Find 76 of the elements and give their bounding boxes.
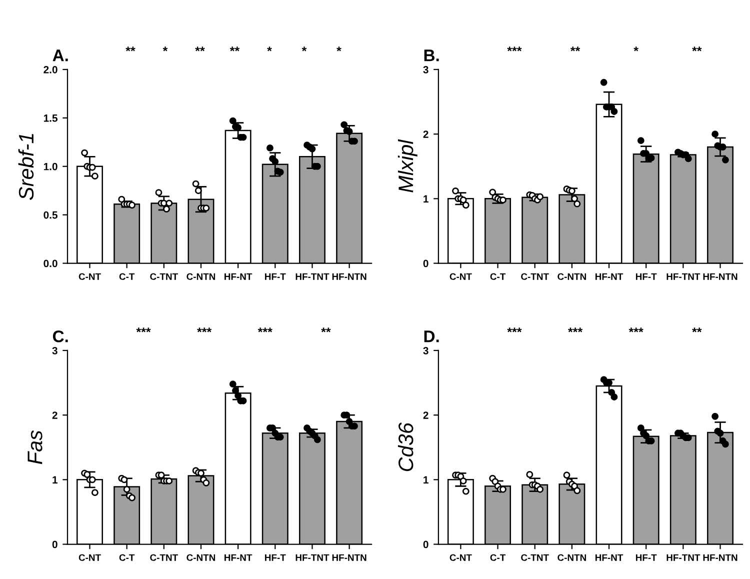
x-tick-label: C-T <box>119 273 135 280</box>
x-tick-label: HF-NTN <box>332 554 366 561</box>
x-tick-label: C-TNT <box>521 273 549 280</box>
chart-title: C. <box>52 330 68 342</box>
y-axis-title: Cd36 <box>398 422 414 472</box>
x-tick-label: HF-TNT <box>666 273 700 280</box>
y-tick-label: 2 <box>423 412 428 419</box>
x-tick-label: HF-T <box>265 273 286 280</box>
x-tick-label: HF-T <box>636 273 657 280</box>
y-tick-label: 2 <box>423 130 428 138</box>
x-tick-label: HF-TNT <box>296 273 330 280</box>
text: *** <box>568 328 583 332</box>
x-tick-label: HF-TNT <box>296 554 330 561</box>
chart-title: D. <box>424 330 439 342</box>
y-tick-label: 1.5 <box>44 114 58 122</box>
text: ** <box>570 46 580 52</box>
text: ** <box>321 328 331 332</box>
y-axis-title: Fas <box>28 430 42 464</box>
y-tick-label: 1 <box>52 476 58 484</box>
x-tick-label: C-T <box>490 554 506 561</box>
y-axis-title: Srebf-1 <box>18 134 34 200</box>
y-tick-label: 2.0 <box>44 66 58 74</box>
x-tick-label: HF-NT <box>224 273 252 280</box>
x-tick-label: C-T <box>490 273 506 280</box>
text: * <box>162 46 168 52</box>
x-tick-label: HF-T <box>265 554 286 561</box>
y-tick-label: 2 <box>52 412 58 419</box>
x-tick-label: C-NTN <box>186 273 216 280</box>
text: * <box>267 46 272 52</box>
x-tick-label: C-T <box>119 554 135 561</box>
x-tick-label: HF-NTN <box>703 554 738 561</box>
x-tick-label: HF-NTN <box>703 273 738 280</box>
x-tick-label: HF-T <box>636 554 657 561</box>
x-tick-label: C-TNT <box>150 273 178 280</box>
y-tick-label: 3 <box>423 346 428 354</box>
chart-title: A. <box>52 50 68 62</box>
y-tick-label: 1 <box>424 476 428 484</box>
text: *** <box>628 328 644 332</box>
text: ** <box>126 46 136 52</box>
text: *** <box>197 328 212 332</box>
y-tick-label: 0 <box>423 260 428 268</box>
text: * <box>634 46 638 52</box>
x-tick-label: HF-NTN <box>332 273 366 280</box>
y-axis-title: Mlxipl <box>398 139 418 192</box>
y-tick-label: 1.0 <box>44 162 58 170</box>
x-tick-label: C-NT <box>78 273 101 280</box>
y-tick-label: 0.0 <box>44 260 58 268</box>
y-tick-label: 1 <box>424 195 428 202</box>
x-tick-label: HF-NT <box>224 554 252 561</box>
y-tick-label: 3 <box>423 66 428 74</box>
y-tick-label: 0 <box>52 540 58 548</box>
x-tick-label: C-NT <box>78 554 101 561</box>
x-tick-label: C-TNT <box>150 554 178 561</box>
x-tick-label: C-TNT <box>521 554 549 561</box>
text: ** <box>195 46 205 52</box>
x-tick-label: HF-NT <box>595 273 624 280</box>
text: * <box>336 46 342 52</box>
y-tick-label: 0.5 <box>44 211 58 219</box>
x-tick-label: HF-TNT <box>666 554 700 561</box>
y-tick-label: 3 <box>52 346 58 354</box>
x-tick-label: C-NT <box>450 273 472 280</box>
x-tick-label: C-NTN <box>558 554 586 561</box>
text: ** <box>692 46 702 52</box>
text: *** <box>507 46 522 52</box>
x-tick-label: C-NT <box>450 554 472 561</box>
x-tick-label: C-NTN <box>186 554 216 561</box>
x-tick-label: C-NTN <box>558 273 586 280</box>
text: ** <box>692 328 702 332</box>
y-tick-label: 0 <box>423 540 428 548</box>
text: * <box>302 46 307 52</box>
text: *** <box>136 328 151 332</box>
x-tick-label: HF-NT <box>595 554 624 561</box>
chart-title: B. <box>424 50 439 62</box>
text: *** <box>258 328 272 332</box>
text: *** <box>507 328 522 332</box>
text: ** <box>230 46 240 52</box>
